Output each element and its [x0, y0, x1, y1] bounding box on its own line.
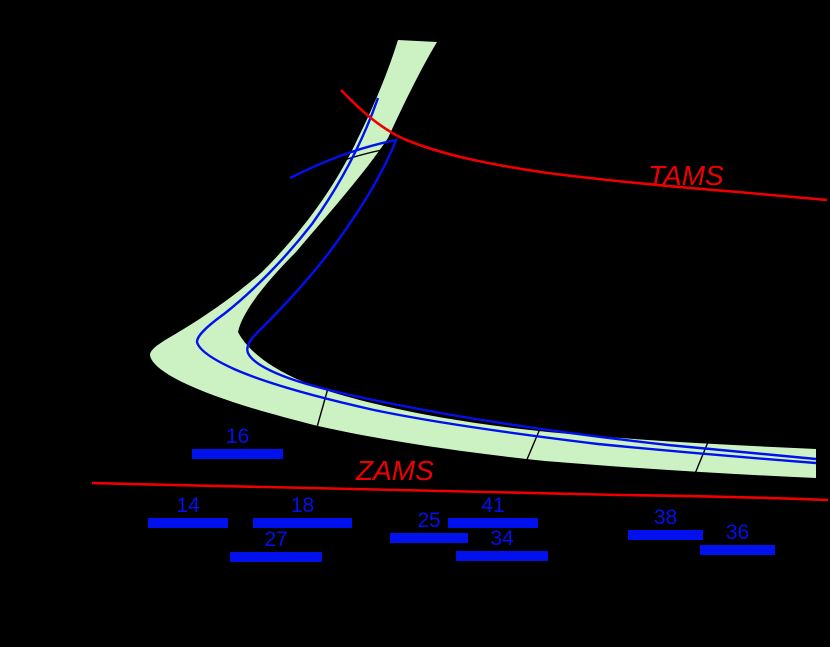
star-bar-25 — [390, 533, 468, 543]
star-bar-16 — [192, 449, 283, 459]
isochrone-tick-1 — [309, 373, 333, 453]
star-bar-label-41: 41 — [481, 494, 504, 517]
star-bar-label-16: 16 — [226, 425, 249, 448]
zams-label: ZAMS — [355, 455, 434, 486]
star-bar-label-36: 36 — [726, 521, 749, 544]
star-bar-27 — [230, 552, 322, 562]
evolutionary-track-1 — [195, 97, 817, 465]
star-bar-36 — [700, 545, 775, 555]
star-bar-38 — [628, 530, 703, 540]
star-bar-label-18: 18 — [291, 494, 314, 517]
star-bar-41 — [448, 518, 538, 528]
tams-curve — [340, 89, 828, 202]
isochrone-tick-2 — [519, 423, 543, 477]
star-bar-label-38: 38 — [654, 506, 677, 529]
tams-label: TAMS — [648, 160, 724, 191]
star-bar-18 — [253, 518, 352, 528]
star-bar-label-14: 14 — [176, 494, 200, 517]
star-bar-label-27: 27 — [264, 528, 287, 551]
black-track — [153, 147, 393, 347]
zams-line — [91, 481, 829, 502]
star-bar-34 — [456, 551, 548, 561]
star-bar-14 — [148, 518, 228, 528]
star-bar-label-25: 25 — [417, 509, 440, 532]
star-bar-label-34: 34 — [490, 527, 514, 550]
evolutionary-track-2 — [246, 138, 817, 461]
